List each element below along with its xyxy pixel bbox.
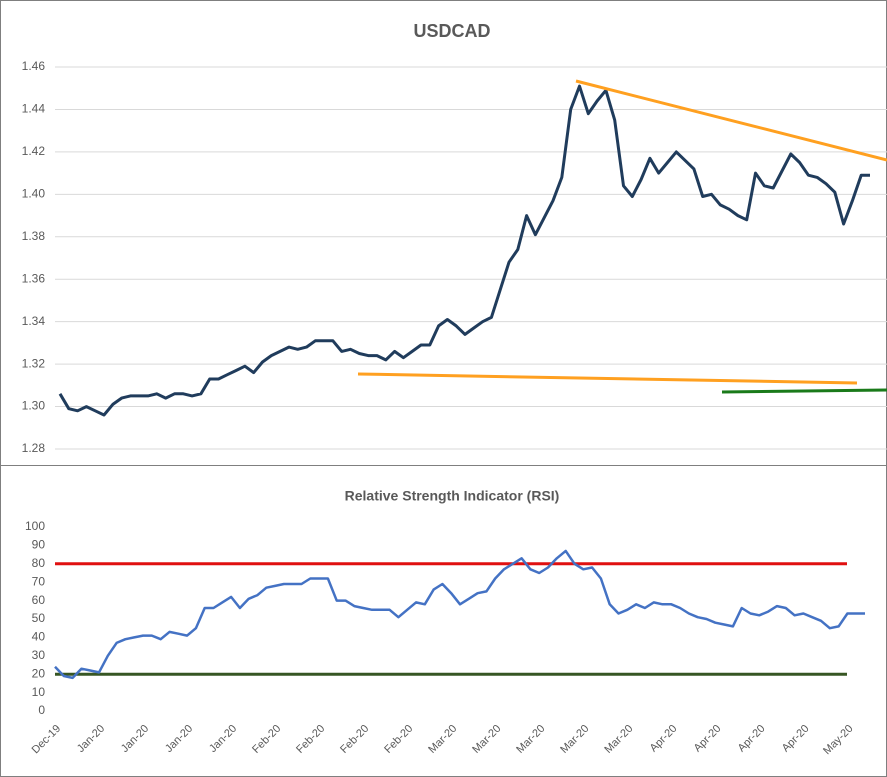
y-tick-label: 1.38: [22, 229, 46, 243]
y-tick-label: 40: [32, 630, 46, 644]
y-tick-label: 1.40: [22, 187, 46, 201]
top-panel: [0, 0, 887, 466]
y-tick-label: 1.44: [22, 102, 46, 116]
y-tick-label: 1.30: [22, 399, 46, 413]
y-tick-label: 1.42: [22, 144, 46, 158]
y-tick-label: 100: [25, 519, 45, 533]
chart-title: USDCAD: [413, 21, 490, 41]
trend-line: [357, 372, 858, 385]
y-tick-label: 1.36: [22, 271, 46, 285]
price-line: [58, 84, 870, 417]
y-tick-label: 80: [32, 556, 46, 570]
trend-line: [575, 79, 887, 162]
support-line: [721, 388, 887, 394]
y-tick-label: 1.46: [22, 59, 46, 73]
price-line: [54, 549, 865, 680]
y-tick-label: 70: [32, 574, 46, 588]
y-tick-label: 30: [32, 648, 46, 662]
y-tick-label: 1.28: [22, 441, 46, 455]
chart-title: Relative Strength Indicator (RSI): [345, 488, 560, 504]
bottom-panel: [0, 465, 887, 777]
y-tick-label: 1.32: [22, 356, 46, 370]
y-tick-label: 10: [32, 685, 46, 699]
y-tick-label: 20: [32, 666, 46, 680]
y-tick-label: 1.34: [22, 314, 46, 328]
y-tick-label: 50: [32, 611, 46, 625]
y-tick-label: 60: [32, 593, 46, 607]
y-tick-label: 0: [38, 703, 45, 717]
y-tick-label: 90: [32, 538, 46, 552]
